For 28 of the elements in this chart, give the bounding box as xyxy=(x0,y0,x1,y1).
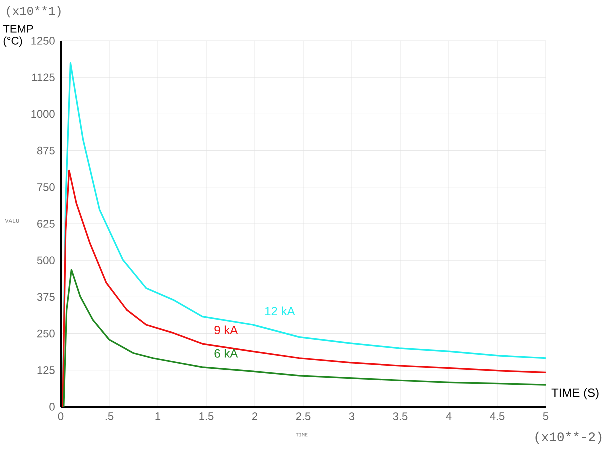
series-label: 9 kA xyxy=(214,326,238,334)
x-tick-label: 5 xyxy=(543,412,549,420)
y-tick-label: 1000 xyxy=(32,110,55,118)
series-label: 6 kA xyxy=(214,349,238,358)
y-tick-label: 375 xyxy=(37,293,55,302)
series-label: 12 kA xyxy=(266,306,296,316)
x-tick-label: 0 xyxy=(58,412,64,420)
x-axis-title: TIME (S) xyxy=(552,388,599,400)
text: (x10**-2) xyxy=(536,432,602,444)
x-tick-label: 3 xyxy=(349,412,355,420)
x-tick-label: 4.5 xyxy=(490,412,505,420)
y-tick-label: 625 xyxy=(38,220,55,228)
x-tick-label: 1 xyxy=(156,412,161,420)
y-tick-label: 500 xyxy=(37,256,55,264)
y-tick-label: 1250 xyxy=(32,37,55,45)
y-tick-label: 875 xyxy=(37,146,55,155)
y-tick-label: 1125 xyxy=(32,74,55,82)
y-tick-label: 250 xyxy=(38,330,55,338)
text: (x10**1) xyxy=(7,6,61,18)
x-tick-label: .5 xyxy=(106,412,114,420)
y-tick-label: 125 xyxy=(38,366,55,374)
x-tick-label: 3.5 xyxy=(393,412,408,420)
x-tick-label: 4 xyxy=(446,412,452,420)
x-tick-label: 1.5 xyxy=(200,412,214,420)
x-tick-label: 2 xyxy=(252,412,258,420)
x-tick-label: 2.5 xyxy=(296,412,311,420)
y-tick-label: 750 xyxy=(38,184,55,192)
y-tick-label: 0 xyxy=(50,403,55,411)
